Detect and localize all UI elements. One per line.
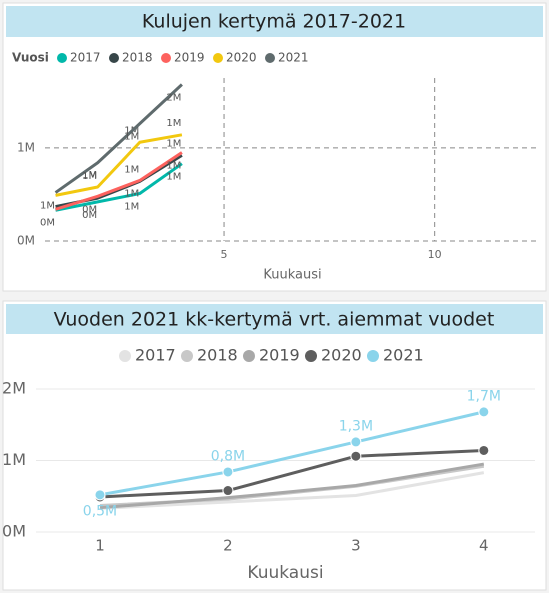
data-label: 1M: [124, 201, 139, 212]
data-label: 0M: [40, 217, 55, 228]
legend-marker: [305, 350, 317, 362]
series-line: [55, 162, 183, 212]
legend-marker: [181, 350, 193, 362]
y-tick-label: 2M: [2, 379, 26, 398]
data-label: 1M: [82, 171, 97, 182]
legend-marker: [213, 53, 223, 63]
legend-label: 2018: [122, 51, 153, 65]
y-tick-label: 0M: [2, 522, 26, 541]
legend-label: 2019: [259, 346, 300, 365]
y-tick-label: 1M: [17, 140, 35, 154]
y-tick-label: 1M: [2, 450, 26, 469]
data-label: 1,7M: [467, 388, 501, 404]
panel: [2, 300, 547, 591]
series-line: [99, 471, 485, 510]
chart-title: Vuoden 2021 kk-kertymä vrt. aiemmat vuod…: [54, 309, 495, 331]
chart-title: Kulujen kertymä 2017-2021: [142, 11, 406, 33]
data-label: 0,8M: [211, 448, 245, 464]
legend-label: 2021: [278, 51, 309, 65]
legend-label: 2019: [174, 51, 205, 65]
legend-title: Vuosi: [12, 51, 49, 65]
x-tick-label: 5: [221, 248, 228, 261]
x-axis-label: Kuukausi: [247, 563, 323, 583]
series-line: [55, 133, 183, 197]
legend-marker: [367, 350, 379, 362]
series-line: [99, 410, 485, 497]
data-label: 0M: [82, 204, 97, 215]
data-label: 2M: [166, 93, 181, 104]
y-tick-label: 0M: [17, 234, 35, 248]
data-point: [350, 436, 362, 448]
series-line: [99, 462, 485, 510]
data-label: 1M: [166, 161, 181, 172]
title-bar: [6, 304, 543, 334]
data-label: 1M: [124, 164, 139, 175]
legend-marker: [265, 53, 275, 63]
data-point: [350, 450, 362, 462]
legend-label: 2017: [135, 346, 176, 365]
data-point: [222, 485, 234, 497]
series-line: [55, 151, 183, 211]
legend-label: 2017: [70, 51, 101, 65]
data-label: 1M: [166, 172, 181, 183]
data-label: 1M: [124, 188, 139, 199]
data-point: [222, 466, 234, 478]
legend-label: 2020: [321, 346, 362, 365]
series-line: [54, 83, 183, 194]
legend-marker: [243, 350, 255, 362]
legend-label: 2021: [383, 346, 424, 365]
legend-marker: [119, 350, 131, 362]
data-label: 1M: [82, 170, 97, 181]
data-label: 1M: [124, 132, 139, 143]
legend-marker: [161, 53, 171, 63]
data-point: [478, 444, 490, 456]
x-axis-label: Kuukausi: [263, 268, 321, 283]
title-bar: [6, 6, 543, 37]
x-tick-label: 10: [428, 248, 442, 261]
legend-label: 2018: [197, 346, 238, 365]
data-label: 1M: [166, 118, 181, 129]
legend-marker: [109, 53, 119, 63]
data-point: [478, 406, 490, 418]
x-tick-label: 2: [223, 537, 233, 555]
data-label: 1M: [40, 201, 55, 212]
x-tick-label: 1: [95, 537, 105, 555]
legend-marker: [57, 53, 67, 63]
data-label: 1M: [166, 138, 181, 149]
panel: [2, 2, 547, 292]
data-label: 1,3M: [339, 418, 373, 434]
data-label: 0,5M: [83, 504, 117, 520]
legend-label: 2020: [226, 51, 257, 65]
x-tick-label: 3: [351, 537, 361, 555]
x-tick-label: 4: [479, 537, 489, 555]
data-label: 0M: [82, 210, 97, 221]
series-line: [99, 448, 484, 499]
data-point: [94, 489, 106, 501]
